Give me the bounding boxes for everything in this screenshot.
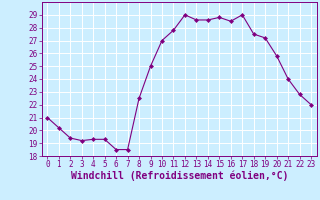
X-axis label: Windchill (Refroidissement éolien,°C): Windchill (Refroidissement éolien,°C) <box>70 171 288 181</box>
